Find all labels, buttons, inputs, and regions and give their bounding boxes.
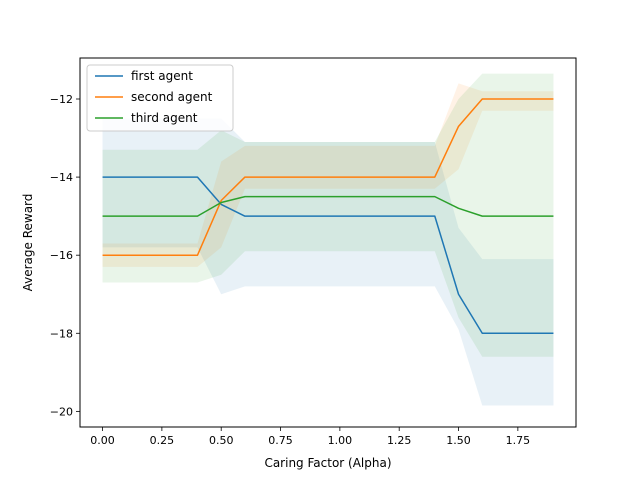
x-tick-label: 1.00 (328, 434, 353, 447)
legend-label-second-agent: second agent (131, 90, 213, 104)
first-agent-line (102, 176, 554, 335)
x-tick-label: 0.75 (268, 434, 293, 447)
x-axis-label: Caring Factor (Alpha) (264, 456, 391, 470)
y-tick-label: −20 (50, 405, 73, 418)
third-agent-band (102, 73, 554, 357)
y-axis-ticks: −20 −18 −16 −14 −12 (50, 93, 80, 418)
x-tick-label: 0.50 (209, 434, 234, 447)
second-agent-band (102, 83, 554, 267)
y-tick-label: −18 (50, 327, 73, 340)
third-agent-line (102, 195, 554, 217)
legend: first agent second agent third agent (86, 64, 234, 132)
y-tick-label: −16 (50, 249, 73, 262)
x-tick-label: 1.25 (387, 434, 412, 447)
y-tick-label: −12 (50, 93, 73, 106)
series-lines (102, 98, 554, 335)
confidence-bands (102, 73, 554, 406)
y-axis-label: Average Reward (21, 194, 35, 292)
x-tick-label: 1.50 (446, 434, 471, 447)
x-axis-ticks: 0.00 0.25 0.50 0.75 1.00 1.25 1.50 1.75 (90, 427, 530, 447)
x-tick-label: 0.00 (90, 434, 115, 447)
axes-frame (79, 57, 577, 428)
legend-box (86, 64, 234, 132)
second-agent-line (102, 98, 554, 256)
legend-label-third-agent: third agent (131, 111, 198, 125)
x-tick-label: 0.25 (150, 434, 175, 447)
y-tick-label: −14 (50, 171, 73, 184)
first-agent-band (102, 118, 554, 406)
x-tick-label: 1.75 (506, 434, 531, 447)
legend-label-first-agent: first agent (131, 69, 193, 83)
